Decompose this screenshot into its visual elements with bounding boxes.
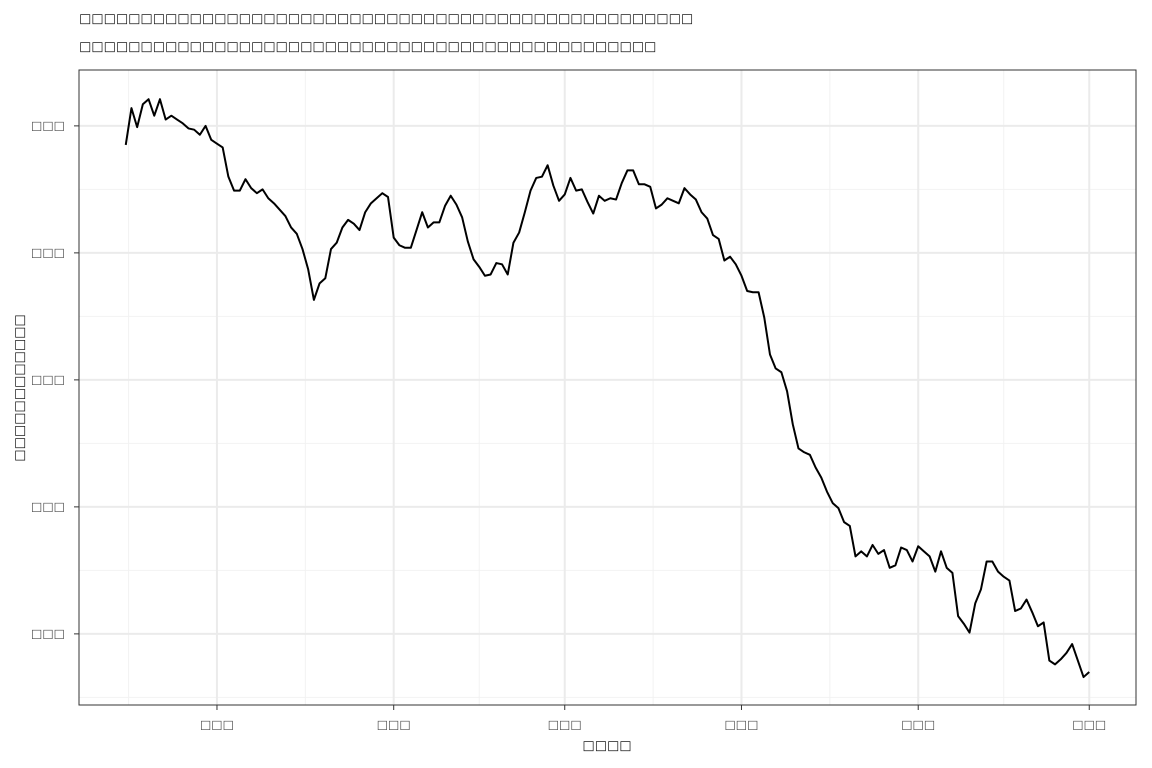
y-axis-label: □□□□□□□□□□□□ bbox=[13, 314, 28, 461]
chart-subtitle: □□□□□□□□□□□□□□□□□□□□□□□□□□□□□□□□□□□□□□□□… bbox=[79, 40, 656, 55]
y-tick-label: □□□ bbox=[31, 372, 65, 386]
x-tick-label: □□□ bbox=[1072, 718, 1106, 732]
x-tick-label: □□□ bbox=[901, 718, 935, 732]
x-tick-label: □□□ bbox=[200, 718, 234, 732]
x-tick-label: □□□ bbox=[548, 718, 582, 732]
data-line bbox=[124, 98, 1090, 679]
y-tick-label: □□□ bbox=[31, 118, 65, 132]
chart-title: □□□□□□□□□□□□□□□□□□□□□□□□□□□□□□□□□□□□□□□□… bbox=[79, 12, 693, 27]
x-tick-label: □□□ bbox=[377, 718, 411, 732]
x-axis-label: □□□□ bbox=[582, 739, 631, 754]
plot-frame bbox=[78, 69, 1137, 706]
y-tick-label: □□□ bbox=[31, 626, 65, 640]
y-tick-label: □□□ bbox=[31, 499, 65, 513]
x-tick-label: □□□ bbox=[724, 718, 758, 732]
y-tick-label: □□□ bbox=[31, 245, 65, 259]
